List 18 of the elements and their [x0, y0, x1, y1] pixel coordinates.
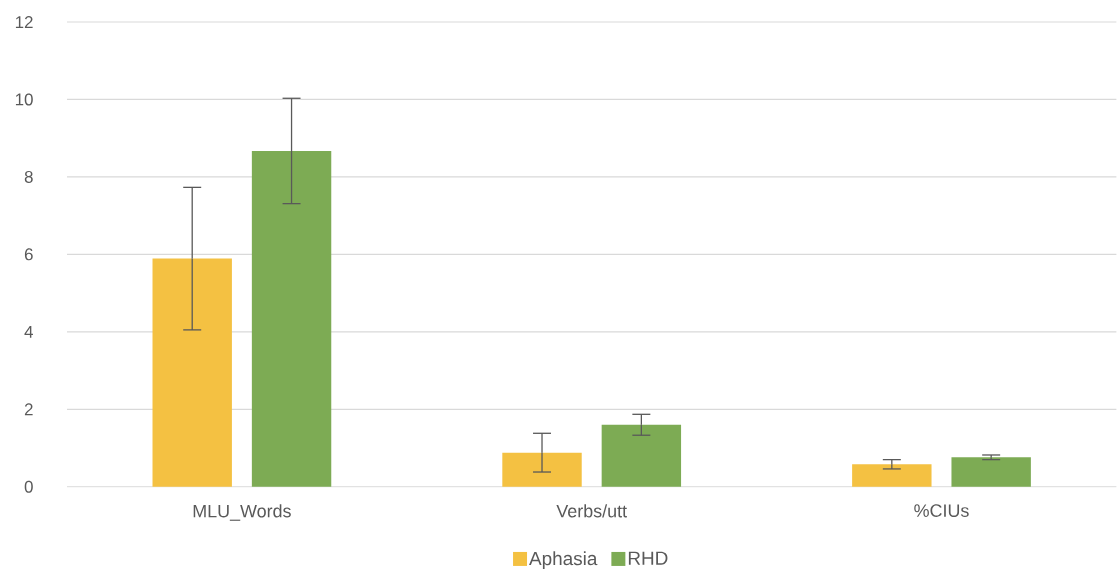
bar: [152, 258, 232, 487]
y-tick-label: 8: [24, 171, 33, 184]
bar: [951, 457, 1031, 487]
y-tick-label: 4: [24, 326, 33, 338]
y-tick-label: 2: [24, 403, 33, 416]
y-tick-label: 0: [24, 480, 33, 493]
bar: [852, 464, 932, 487]
y-tick-label: 12: [15, 16, 33, 29]
y-tick-label: 6: [24, 248, 33, 261]
bar: [601, 424, 682, 487]
bar: [502, 452, 582, 487]
legend-label: Aphasia: [529, 551, 598, 570]
x-tick-label: Verbs/utt: [556, 504, 627, 518]
x-tick-label: %CIUs: [914, 504, 969, 518]
x-tick-label: MLU_Words: [193, 504, 291, 521]
y-tick-label: 10: [15, 93, 33, 106]
bar: [251, 151, 332, 487]
legend-label: RHD: [628, 551, 668, 565]
